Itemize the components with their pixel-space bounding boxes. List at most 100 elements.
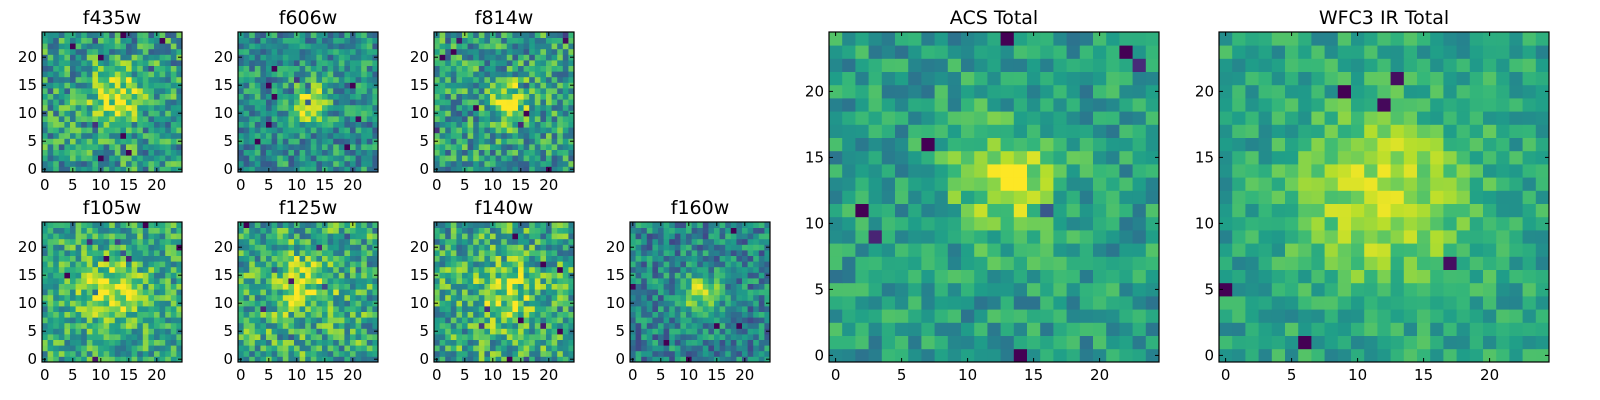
axes-frame bbox=[433, 31, 575, 173]
heatmap-cell bbox=[456, 350, 463, 357]
heatmap-cell bbox=[243, 334, 250, 340]
heatmap-cell bbox=[254, 99, 261, 106]
heatmap-cell bbox=[42, 322, 48, 329]
heatmap-cell bbox=[98, 60, 104, 66]
heatmap-cell bbox=[523, 222, 530, 228]
heatmap-cell bbox=[484, 233, 491, 240]
heatmap-cell bbox=[86, 350, 93, 357]
heatmap-cell bbox=[495, 272, 502, 279]
heatmap-cell bbox=[490, 144, 496, 150]
heatmap-cell bbox=[747, 356, 754, 363]
heatmap-cell bbox=[730, 306, 737, 312]
heatmap-cell bbox=[98, 322, 104, 329]
heatmap-cell bbox=[142, 294, 149, 301]
heatmap-cell bbox=[462, 238, 468, 245]
heatmap-cell bbox=[546, 82, 552, 89]
heatmap-cell bbox=[344, 144, 351, 150]
heatmap-cell bbox=[495, 278, 502, 284]
heatmap-cell bbox=[64, 88, 71, 94]
heatmap-cell bbox=[635, 317, 642, 324]
heatmap-cell bbox=[299, 334, 306, 340]
heatmap-cell bbox=[176, 88, 183, 94]
heatmap-cell bbox=[154, 54, 160, 61]
heatmap-cell bbox=[921, 296, 935, 310]
heatmap-cell bbox=[467, 250, 474, 256]
heatmap-cell bbox=[333, 339, 340, 346]
heatmap-cell bbox=[725, 283, 732, 290]
x-tick-label: 15 bbox=[315, 366, 334, 384]
heatmap-cell bbox=[42, 121, 48, 128]
heatmap-cell bbox=[518, 261, 524, 268]
heatmap-cell bbox=[546, 289, 552, 296]
heatmap-cell bbox=[277, 278, 284, 284]
heatmap-cell bbox=[165, 250, 172, 256]
heatmap-cell bbox=[333, 300, 340, 307]
heatmap-cell bbox=[238, 65, 244, 72]
heatmap-cell bbox=[540, 82, 547, 89]
heatmap-cell bbox=[484, 311, 491, 318]
heatmap-cell bbox=[450, 99, 457, 106]
heatmap-cell bbox=[450, 244, 457, 251]
heatmap-cell bbox=[53, 155, 60, 162]
heatmap-cell bbox=[299, 132, 306, 139]
heatmap-cell bbox=[518, 272, 524, 279]
heatmap-cell bbox=[467, 32, 474, 38]
heatmap-cell bbox=[462, 104, 468, 111]
heatmap-cell bbox=[987, 335, 1001, 350]
heatmap-cell bbox=[1000, 282, 1015, 297]
heatmap-cell bbox=[551, 166, 558, 173]
heatmap-cell bbox=[148, 356, 155, 363]
heatmap-cell bbox=[142, 116, 149, 122]
heatmap-cell bbox=[529, 334, 536, 340]
heatmap-cell bbox=[462, 334, 468, 340]
x-tick-label: 0 bbox=[236, 366, 246, 384]
heatmap-cell bbox=[75, 65, 82, 72]
heatmap-cell bbox=[450, 222, 457, 228]
heatmap-cell bbox=[249, 149, 256, 156]
heatmap-cell bbox=[243, 233, 250, 240]
heatmap-cell bbox=[506, 160, 513, 167]
heatmap-cell bbox=[260, 244, 267, 251]
heatmap-cell bbox=[355, 283, 362, 290]
heatmap-cell bbox=[299, 60, 306, 66]
heatmap-cell bbox=[47, 155, 54, 162]
heatmap-cell bbox=[473, 328, 480, 335]
heatmap-cell bbox=[725, 322, 732, 329]
x-tick-label: 0 bbox=[432, 366, 442, 384]
heatmap-cell bbox=[333, 71, 340, 78]
heatmap-cell bbox=[322, 322, 328, 329]
heatmap-cell bbox=[680, 244, 687, 251]
heatmap-cell bbox=[58, 48, 65, 55]
heatmap-cell bbox=[299, 227, 306, 234]
heatmap-cell bbox=[53, 99, 60, 106]
heatmap-cell bbox=[562, 334, 569, 340]
heatmap-cell bbox=[81, 65, 88, 72]
heatmap-cell bbox=[58, 261, 65, 268]
heatmap-cell bbox=[92, 272, 99, 279]
heatmap-cell bbox=[310, 233, 317, 240]
heatmap-cell bbox=[478, 306, 485, 312]
heatmap-cell bbox=[842, 335, 856, 350]
heatmap-cell bbox=[260, 278, 267, 284]
heatmap-cell bbox=[142, 250, 149, 256]
heatmap-cell bbox=[170, 166, 177, 173]
heatmap-cell bbox=[534, 289, 541, 296]
heatmap-cell bbox=[557, 255, 564, 262]
heatmap-cell bbox=[702, 233, 709, 240]
heatmap-cell bbox=[974, 203, 988, 218]
heatmap-cell bbox=[176, 261, 183, 268]
heatmap-cell bbox=[484, 255, 491, 262]
heatmap-cell bbox=[126, 278, 132, 284]
heatmap-cell bbox=[697, 227, 704, 234]
heatmap-cell bbox=[92, 317, 99, 324]
heatmap-cell bbox=[249, 300, 256, 307]
heatmap-cell bbox=[333, 322, 340, 329]
heatmap-cell bbox=[974, 230, 988, 244]
heatmap-cell bbox=[473, 255, 480, 262]
heatmap-cell bbox=[277, 345, 284, 352]
heatmap-cell bbox=[445, 300, 452, 307]
heatmap-cell bbox=[266, 37, 272, 44]
heatmap-cell bbox=[338, 261, 345, 268]
heatmap-cell bbox=[333, 116, 340, 122]
heatmap-cell bbox=[294, 144, 300, 150]
